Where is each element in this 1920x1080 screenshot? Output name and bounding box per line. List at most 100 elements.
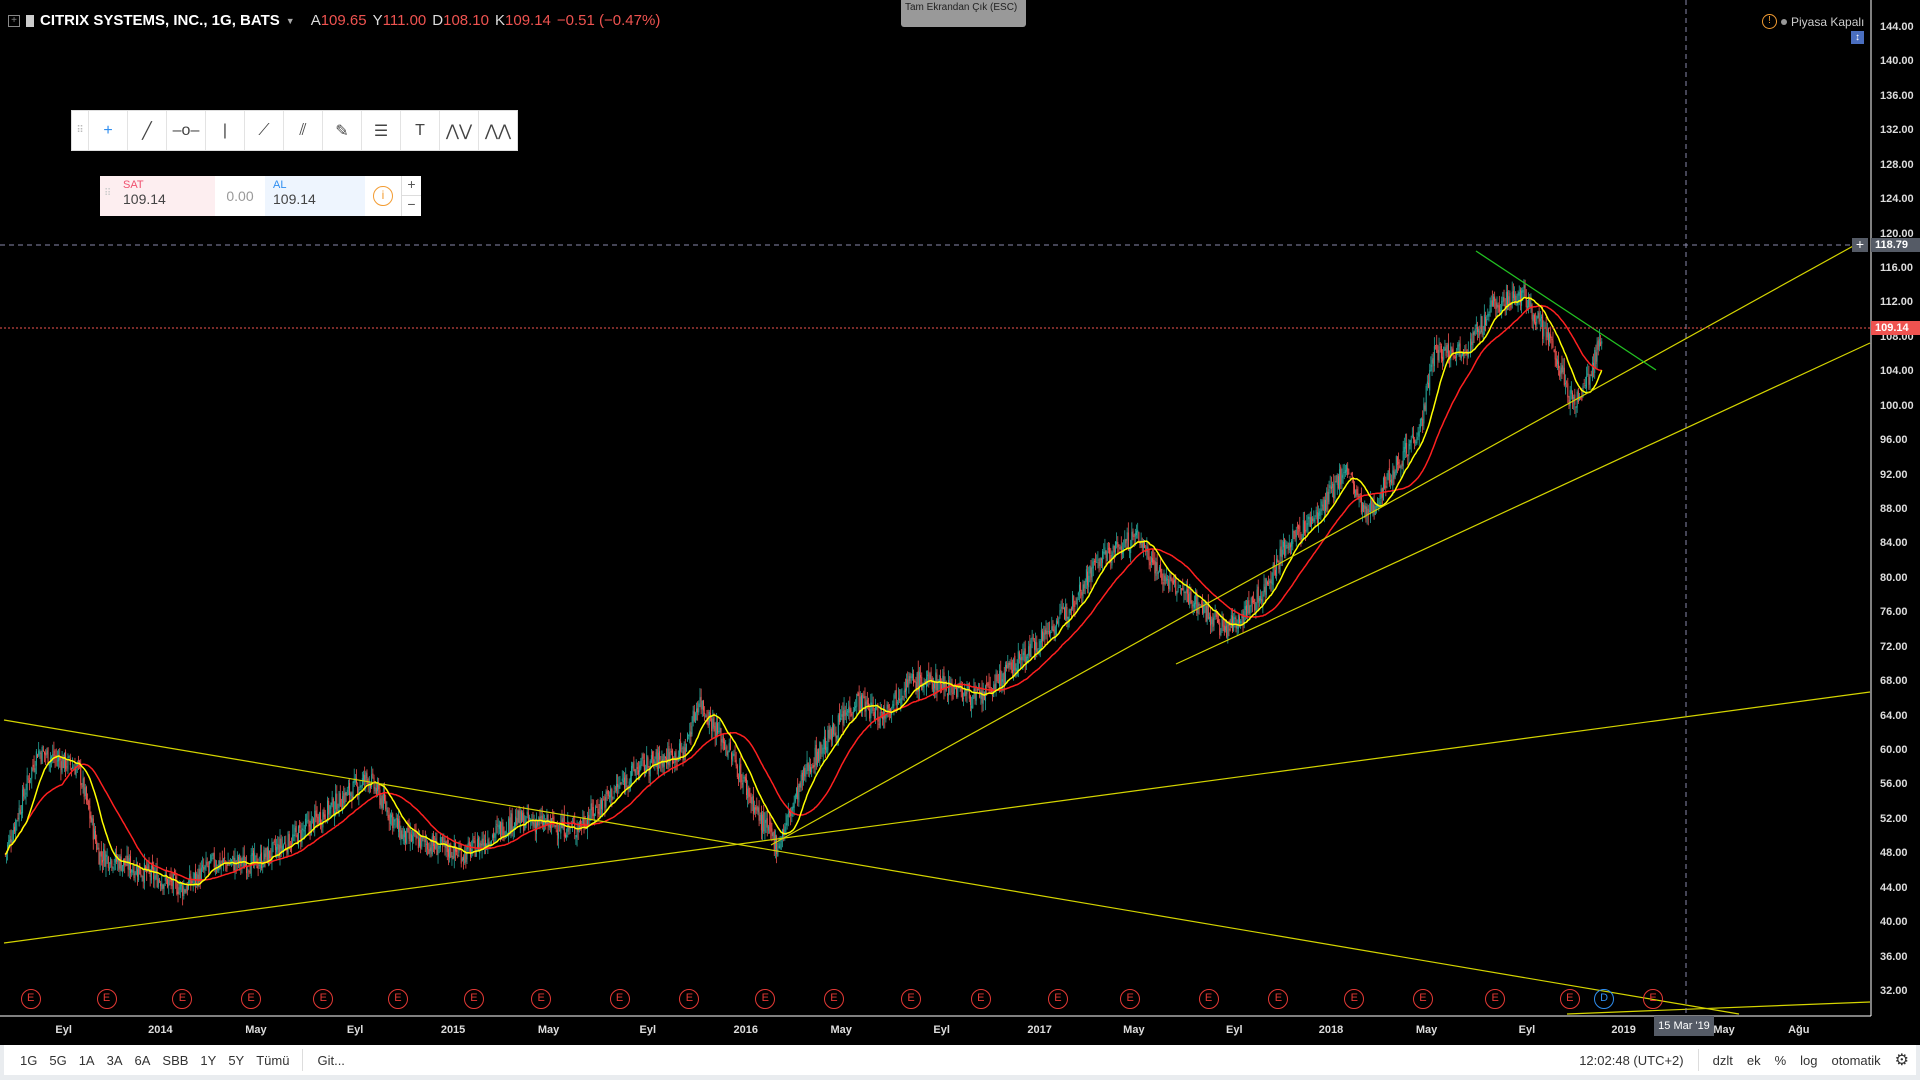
elliott-wave-icon[interactable]: ⋀⋁ [439,111,478,150]
candle-body [951,682,953,693]
candle-body [401,830,403,839]
buy-button[interactable]: AL 109.14 [265,176,365,216]
candle-body [1334,481,1336,499]
candle-body [778,845,780,849]
earnings-marker[interactable]: E [755,989,776,1009]
candle-body [680,741,682,752]
earnings-marker[interactable]: E [96,989,117,1009]
fullscreen-exit-tooltip[interactable]: Tam Ekrandan Çık (ESC) [901,0,1026,27]
candle-body [1062,607,1064,609]
range-button-sbb[interactable]: SBB [162,1052,189,1068]
quantity-minus-button[interactable]: − [407,196,416,212]
candle-body [204,865,206,870]
chevron-down-icon[interactable]: ▼ [285,15,295,26]
scale-option-0[interactable]: dzlt [1712,1052,1733,1068]
candle-body [1109,547,1111,554]
candle-body [1031,636,1033,640]
candle-body [1551,338,1553,341]
time-tick-label: 2019 [1611,1024,1636,1036]
range-button-tümü[interactable]: Tümü [256,1052,290,1068]
info-icon[interactable]: i [365,176,401,216]
scale-option-1[interactable]: ek [1746,1052,1761,1068]
horizontal-ray-icon[interactable]: –o– [166,111,205,150]
scale-option-2[interactable]: % [1774,1052,1787,1068]
scale-toggle-icon[interactable]: ↕ [1851,31,1864,44]
drag-handle-icon[interactable]: ⠿ [104,188,112,199]
sell-button[interactable]: SAT 109.14 [100,176,215,216]
add-alert-icon[interactable]: + [1852,237,1868,252]
earnings-marker[interactable]: E [1120,989,1141,1009]
parallel-channel-icon[interactable]: ⫽ [283,111,322,150]
candle-body [569,827,571,830]
drag-handle-icon[interactable]: ⠿ [76,125,84,136]
range-button-1g[interactable]: 1G [20,1052,38,1068]
earnings-marker[interactable]: E [531,989,552,1009]
price-chart[interactable] [0,0,1920,1045]
earnings-marker[interactable]: E [313,989,334,1009]
earnings-marker[interactable]: E [679,989,700,1009]
earnings-marker[interactable]: E [609,989,630,1009]
quantity-plus-button[interactable]: + [402,176,421,196]
earnings-marker[interactable]: E [1559,989,1580,1009]
candle-body [457,854,459,857]
earnings-marker[interactable]: E [1643,989,1664,1009]
candle-body [1060,609,1062,612]
candle-body [870,702,872,719]
goto-date-button[interactable]: Git... [317,1052,345,1068]
candle-body [73,768,75,769]
earnings-marker[interactable]: E [1485,989,1506,1009]
settings-icon[interactable]: ⚙ [1894,1052,1909,1069]
scale-option-4[interactable]: otomatik [1831,1052,1881,1068]
earnings-marker[interactable]: E [387,989,408,1009]
earnings-marker[interactable]: E [1344,989,1365,1009]
candle-body [570,824,572,826]
candle-body [408,828,410,839]
ray-icon[interactable]: ⟋ [244,111,283,150]
earnings-marker[interactable]: E [1047,989,1068,1009]
earnings-marker[interactable]: E [172,989,193,1009]
candle-body [1136,530,1138,536]
candle-body [9,835,11,843]
range-button-1y[interactable]: 1Y [200,1052,217,1068]
candle-body [1302,520,1304,539]
earnings-marker[interactable]: E [1198,989,1219,1009]
earnings-marker[interactable]: E [1268,989,1289,1009]
earnings-marker[interactable]: E [241,989,262,1009]
candle-body [771,828,773,837]
candle-body [939,676,941,685]
candle-body [361,778,363,787]
range-button-1a[interactable]: 1A [78,1052,95,1068]
earnings-marker[interactable]: E [1412,989,1433,1009]
dividend-marker[interactable]: D [1594,989,1615,1009]
range-button-3a[interactable]: 3A [106,1052,123,1068]
earnings-marker[interactable]: E [823,989,844,1009]
warning-icon[interactable]: ! [1762,14,1777,29]
range-button-6a[interactable]: 6A [134,1052,151,1068]
vertical-line-icon[interactable]: | [205,111,244,150]
candle-body [596,806,598,808]
crosshair-icon[interactable]: + [88,111,127,150]
brush-icon[interactable]: ✎ [322,111,361,150]
candle-body [75,766,77,776]
candle-body [259,854,261,863]
candle-body [269,850,271,859]
candle-body [773,831,775,851]
chart-area[interactable]: + CITRIX SYSTEMS, INC., 1G, BATS ▼ A109.… [0,0,1920,1045]
candle-body [1303,521,1305,534]
candle-body [1278,564,1280,570]
candle-body [1206,603,1208,622]
range-button-5y[interactable]: 5Y [228,1052,245,1068]
earnings-marker[interactable]: E [970,989,991,1009]
earnings-marker[interactable]: E [20,989,41,1009]
candle-body [1415,441,1417,444]
fib-retracement-icon[interactable]: ☰ [361,111,400,150]
symbol-title[interactable]: CITRIX SYSTEMS, INC., 1G, BATS [40,12,280,29]
abc-pattern-icon[interactable]: ⋀⋀ [478,111,517,150]
scale-option-3[interactable]: log [1800,1052,1818,1068]
earnings-marker[interactable]: E [901,989,922,1009]
text-icon[interactable]: T [400,111,439,150]
range-button-5g[interactable]: 5G [49,1052,67,1068]
expand-icon[interactable]: + [8,14,20,27]
trend-line-icon[interactable]: ╱ [127,111,166,150]
earnings-marker[interactable]: E [463,989,484,1009]
